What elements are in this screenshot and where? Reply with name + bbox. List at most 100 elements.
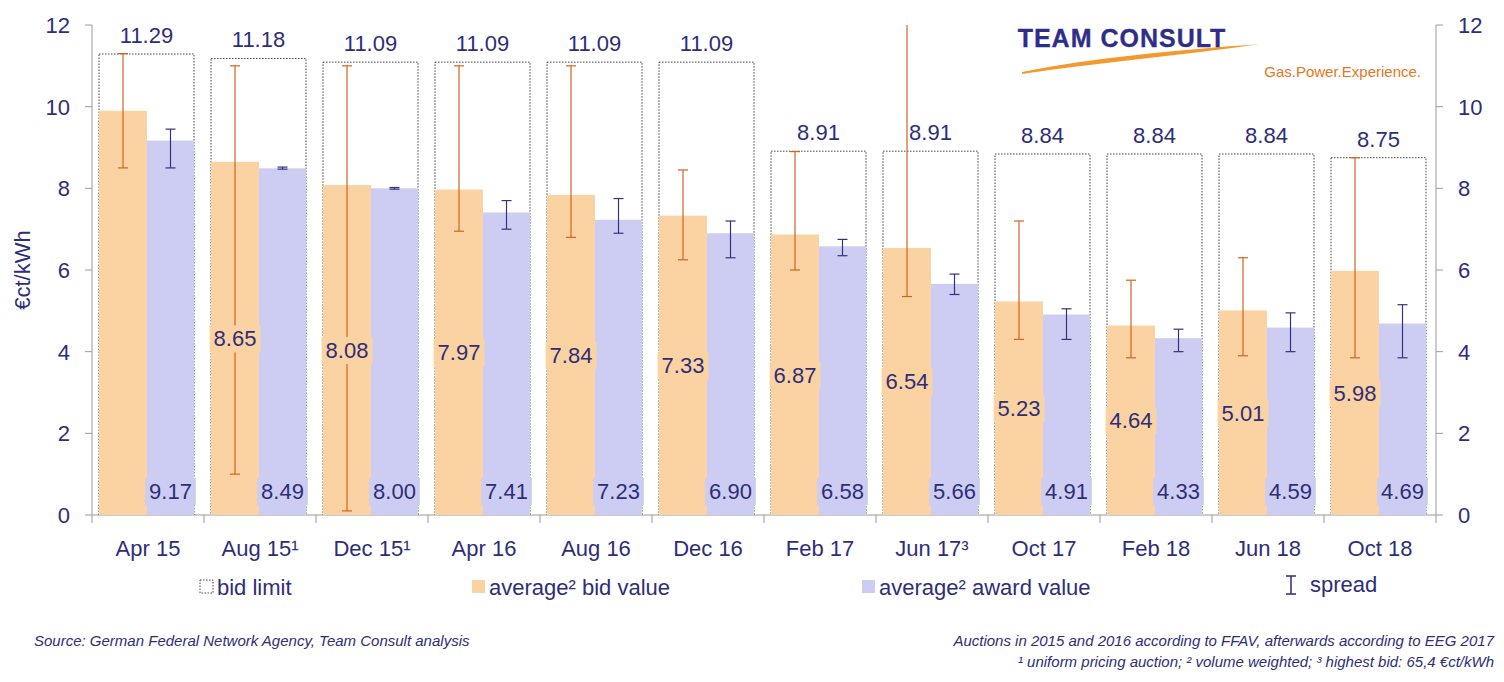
y2-tick-label: 6: [1458, 258, 1470, 283]
data-label-text: 8.84: [1245, 123, 1288, 148]
bid-limit-box: [323, 62, 418, 515]
spread-cap-high: [230, 65, 240, 66]
bid-limit-box: [99, 54, 194, 515]
spread-cap-high: [454, 65, 464, 66]
data-label: 8.08: [322, 337, 373, 364]
x-tick: [876, 515, 877, 523]
spread: [166, 129, 176, 168]
spread-cap-high: [614, 198, 624, 199]
data-label-text: 11.29: [120, 23, 173, 48]
spread-cap-low: [614, 233, 624, 234]
data-label: 11.09: [568, 31, 621, 56]
bid-limit-box: [771, 151, 866, 515]
spread-cap-high: [1014, 220, 1024, 221]
data-label: 5.01: [1218, 400, 1269, 427]
data-label-bg: [210, 325, 261, 352]
spread: [390, 188, 400, 190]
bar: [99, 111, 147, 515]
data-label: 7.97: [434, 339, 485, 366]
data-label-text: 8.00: [373, 479, 416, 504]
x-tick-label: Oct 17: [1012, 536, 1077, 561]
data-label-text: 8.49: [261, 479, 304, 504]
data-label-bg: [929, 478, 980, 505]
x-tick: [1100, 515, 1101, 523]
data-label: 7.84: [546, 342, 597, 369]
y2-tick: [1436, 106, 1443, 107]
x-tick: [1324, 515, 1325, 523]
bar: [707, 233, 754, 515]
spread-line: [506, 201, 507, 230]
spread: [1350, 158, 1360, 358]
data-label-text: 7.23: [597, 479, 640, 504]
spread-cap-low: [726, 257, 736, 258]
spread: [790, 152, 800, 270]
data-label-text: 5.66: [933, 479, 976, 504]
data-label-bg: [658, 352, 709, 379]
data-label-text: 5.01: [1222, 401, 1265, 426]
spread-cap-low: [118, 167, 128, 168]
bid-limit-box: [995, 154, 1090, 515]
bid-limit-box: [211, 58, 306, 515]
y2-tick-label: 4: [1458, 340, 1470, 365]
bar: [595, 220, 642, 515]
data-label: 6.90: [705, 478, 756, 505]
spread-cap-low: [1238, 355, 1248, 356]
data-label: 8.91: [909, 120, 952, 145]
x-tick: [652, 515, 653, 523]
y2-tick: [1436, 188, 1443, 189]
spread-cap-low: [566, 237, 576, 238]
data-label-text: 4.59: [1269, 479, 1312, 504]
spread-cap-low: [1286, 351, 1296, 352]
spread-line: [618, 199, 619, 234]
spread-line: [1290, 313, 1291, 352]
legend-swatch: [472, 580, 485, 593]
data-label-text: 8.91: [797, 120, 840, 145]
spread: [342, 66, 352, 511]
spread-cap-high: [502, 200, 512, 201]
data-label-bg: [546, 342, 597, 369]
spread-cap-low: [166, 167, 176, 168]
spread-line: [570, 66, 571, 238]
spread-cap-low: [1126, 357, 1136, 358]
spread-line: [1130, 280, 1131, 358]
data-label: 8.65: [210, 325, 261, 352]
x-tick: [540, 515, 541, 523]
legend-label: average² bid value: [489, 575, 670, 600]
legend: bid limitaverage² bid valueaverage² awar…: [200, 572, 1377, 600]
data-label: 11.09: [344, 31, 397, 56]
spread-line: [842, 239, 843, 255]
spread-cap-high: [1398, 304, 1408, 305]
spread-line: [122, 54, 123, 168]
bid-limit-box: [1107, 154, 1202, 515]
bar: [1155, 338, 1202, 515]
spread: [454, 66, 464, 231]
data-label: 7.41: [481, 478, 532, 505]
y-tick-label: 10: [46, 95, 70, 120]
spread-cap-low: [342, 510, 352, 511]
spread: [614, 199, 624, 234]
data-label: 6.58: [817, 478, 868, 505]
footnote: ¹ uniform pricing auction; ² volume weig…: [1018, 653, 1494, 670]
chart: 024681012024681012€ct/kWhApr 15Aug 15¹De…: [0, 0, 1504, 682]
y-tick: [85, 106, 92, 107]
data-label: 8.84: [1133, 123, 1176, 148]
data-label-text: 8.84: [1133, 123, 1176, 148]
data-label-text: 4.69: [1381, 479, 1424, 504]
data-label: 5.66: [929, 478, 980, 505]
data-label: 4.91: [1041, 478, 1092, 505]
spread-cap-low: [838, 255, 848, 256]
x-tick-label: Jun 17³: [895, 536, 968, 561]
data-label: 8.00: [369, 478, 420, 505]
data-label-text: 11.09: [456, 31, 509, 56]
x-tick-label: Dec 16: [673, 536, 743, 561]
spread-cap-high: [1350, 157, 1360, 158]
spread: [726, 221, 736, 258]
spread-cap-high: [566, 65, 576, 66]
spread-cap-low: [1398, 357, 1408, 358]
y2-tick: [1436, 433, 1443, 434]
spread-cap-low: [230, 474, 240, 475]
data-label-text: 5.23: [998, 396, 1041, 421]
y-axis-label: €ct/kWh: [10, 230, 35, 309]
spread-line: [346, 66, 347, 511]
y2-tick-label: 8: [1458, 176, 1470, 201]
